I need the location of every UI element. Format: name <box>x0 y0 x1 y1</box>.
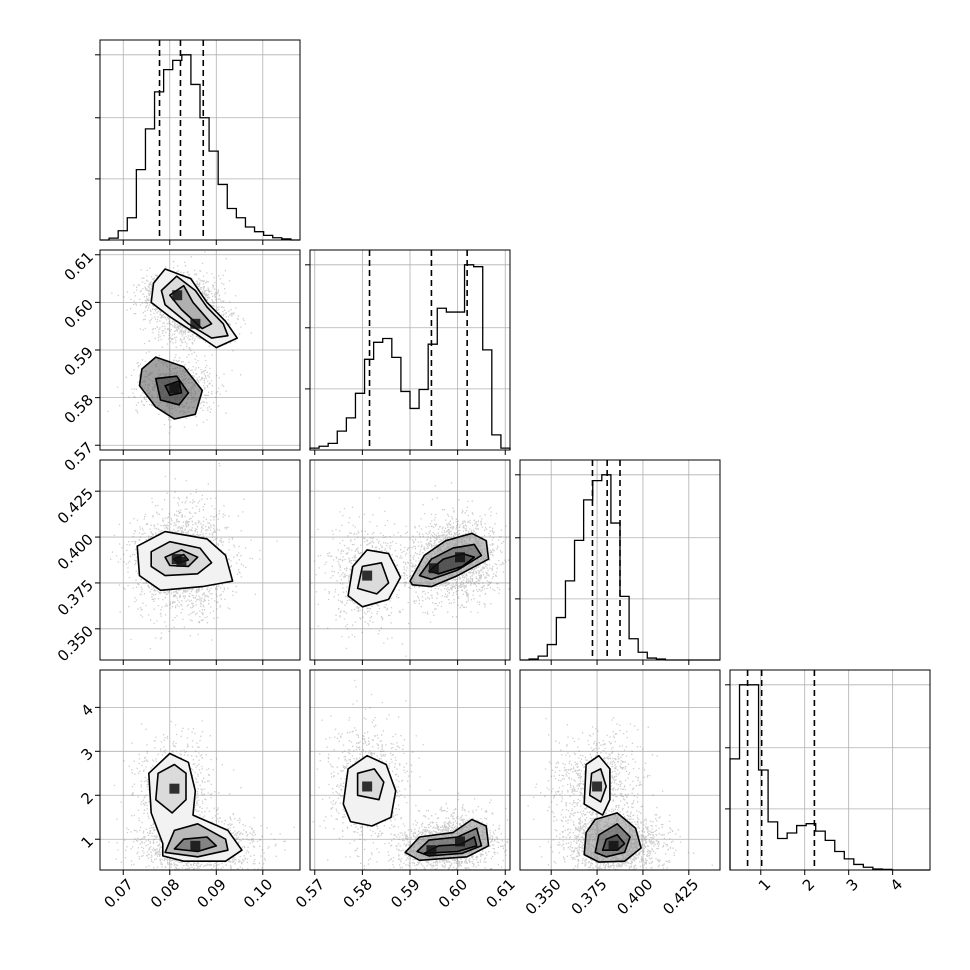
panel-frame <box>99 669 301 871</box>
panel-frame <box>729 669 931 871</box>
x-tick-label: 0.10 <box>240 875 276 911</box>
panel-1-0 <box>100 250 300 450</box>
x-tick-label: 0.59 <box>387 875 423 911</box>
x-tick-label: 0.400 <box>613 875 656 918</box>
y-tick-label: 2 <box>78 789 97 808</box>
contour-level <box>356 561 390 595</box>
panel-3-0 <box>100 670 300 870</box>
x-tick-label: 0.07 <box>100 875 136 911</box>
y-tick-label: 0.60 <box>61 296 97 332</box>
x-tick-label: 1 <box>755 875 774 894</box>
y-tick-label: 0.400 <box>54 530 97 573</box>
panel-content <box>110 462 278 650</box>
panel-0-0 <box>100 40 300 241</box>
y-tick-label: 0.375 <box>54 576 97 619</box>
y-tick-label: 0.61 <box>61 248 97 284</box>
y-tick-label: 0.425 <box>54 484 97 527</box>
panel-2-2 <box>520 460 720 661</box>
panel-frame <box>99 459 301 661</box>
x-tick-label: 0.58 <box>340 875 376 911</box>
density-peak <box>169 383 180 394</box>
y-tick-label: 0.350 <box>54 622 97 665</box>
y-tick-label: 0.59 <box>61 343 97 379</box>
y-tick-label: 4 <box>78 701 97 720</box>
density-peak <box>190 840 201 851</box>
panel-3-2 <box>520 670 720 870</box>
histogram-step <box>100 54 300 241</box>
panel-content <box>107 251 252 434</box>
density-peak <box>362 781 373 792</box>
x-tick-label: 4 <box>887 875 906 894</box>
x-tick-label: 0.425 <box>659 875 702 918</box>
panel-content <box>108 720 295 870</box>
density-peak <box>171 554 182 565</box>
y-tick-label: 1 <box>78 833 97 852</box>
panel-2-1 <box>310 460 510 660</box>
x-tick-label: 2 <box>799 875 818 894</box>
panel-3-3 <box>729 670 930 871</box>
panel-content <box>527 707 713 870</box>
y-tick-label: 0.57 <box>61 439 97 475</box>
panel-background <box>100 40 300 240</box>
y-tick-label: 0.58 <box>61 391 97 427</box>
panel-frame <box>519 669 721 871</box>
x-tick-label: 0.60 <box>435 875 471 911</box>
x-tick-label: 3 <box>843 875 862 894</box>
x-tick-label: 0.09 <box>194 875 230 911</box>
density-peak <box>608 840 619 851</box>
density-peak <box>190 318 201 329</box>
contour-level <box>423 836 478 855</box>
y-tick-label: 3 <box>78 745 97 764</box>
panel-frame <box>99 39 301 241</box>
x-tick-label: 0.375 <box>568 875 611 918</box>
density-peak <box>362 570 373 581</box>
panel-3-1 <box>310 670 510 870</box>
density-peak <box>428 563 439 574</box>
panel-2-0 <box>100 460 300 660</box>
x-tick-label: 0.08 <box>147 875 183 911</box>
density-peak <box>592 781 603 792</box>
density-peak <box>169 783 180 794</box>
density-peak <box>455 552 465 563</box>
panel-content <box>313 482 510 657</box>
x-tick-label: 0.61 <box>482 875 518 911</box>
x-tick-label: 0.350 <box>522 875 565 918</box>
panel-content <box>312 679 509 870</box>
panel-1-1 <box>309 250 511 450</box>
panel-frame <box>519 459 721 661</box>
density-peak <box>455 836 465 847</box>
density-peak <box>426 845 437 856</box>
histogram-step <box>309 264 511 450</box>
x-tick-label: 0.57 <box>292 875 328 911</box>
density-peak <box>172 290 183 301</box>
